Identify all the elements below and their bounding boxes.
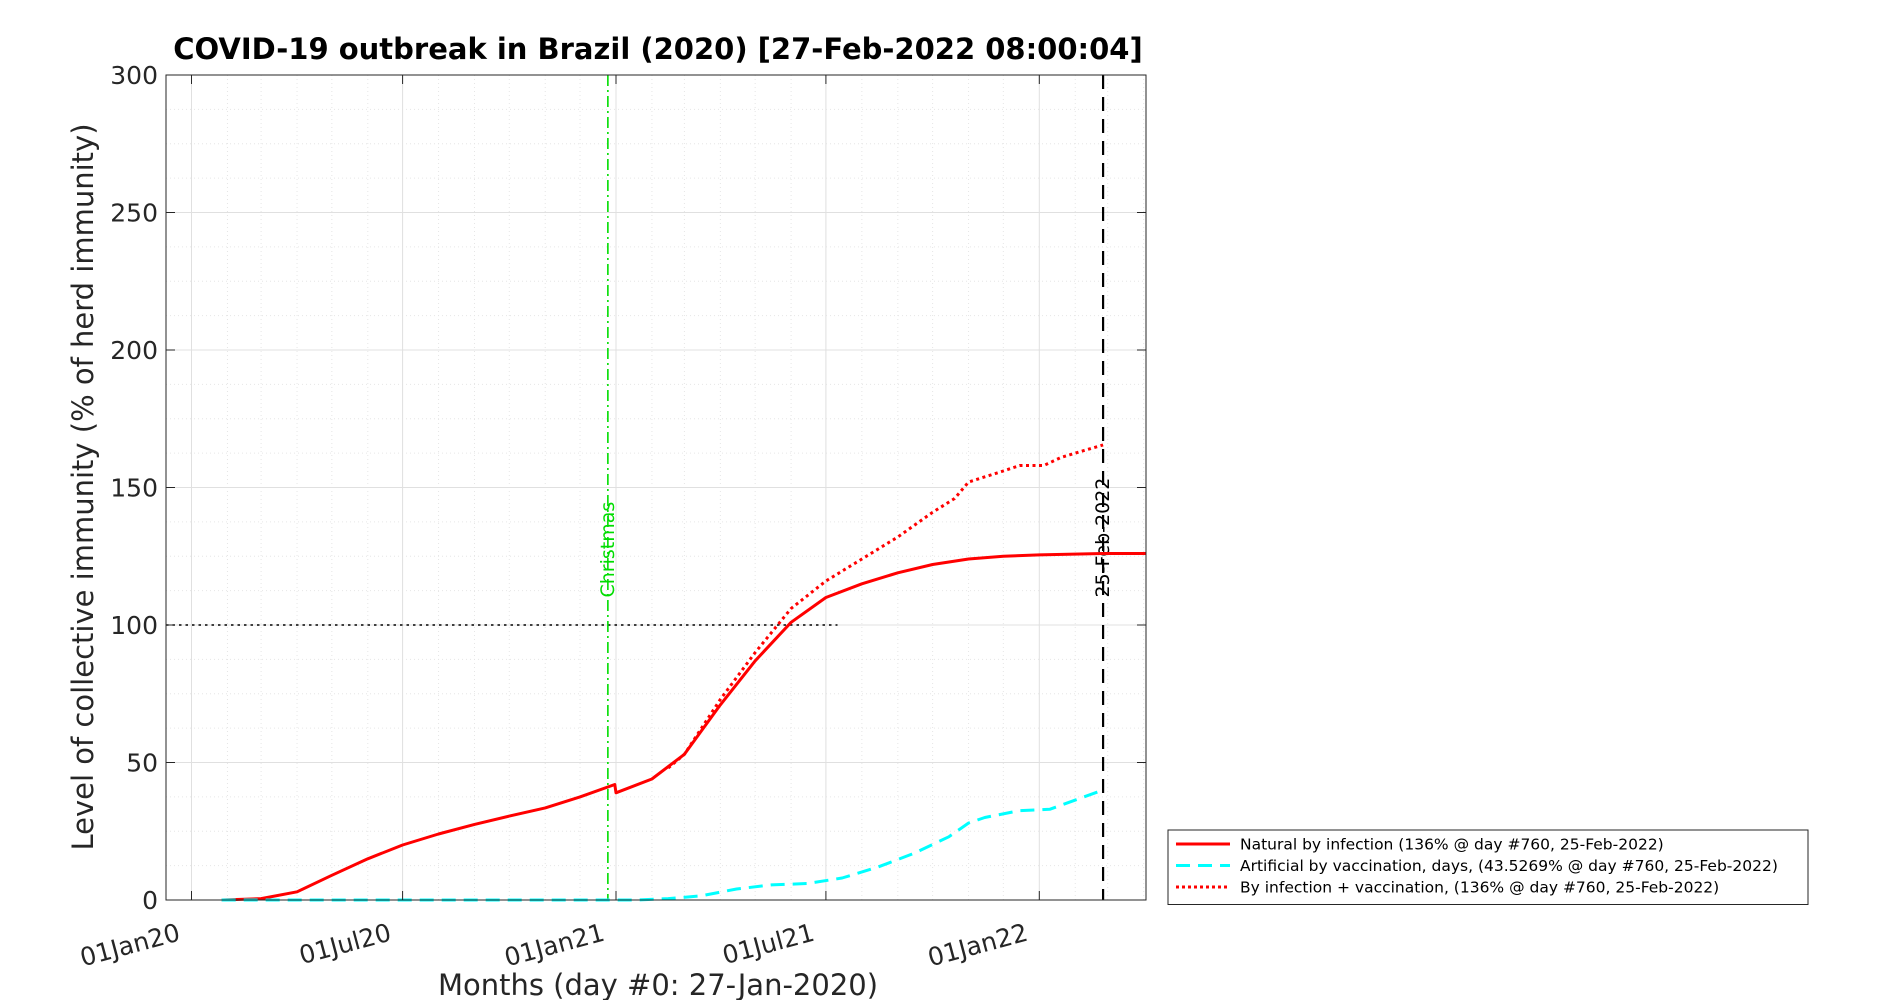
legend-entry-2: Artificial by vaccination, days, (43.526… <box>1240 857 1778 875</box>
y-axis-label: Level of collective immunity (% of herd … <box>66 123 100 850</box>
current-date-label: 25-Feb-2022 <box>1092 478 1114 598</box>
x-tick-label: 01Jan22 <box>925 918 1031 972</box>
series-line-2 <box>221 788 1104 902</box>
legend-entry-1: Natural by infection (136% @ day #760, 2… <box>1240 836 1664 854</box>
legend-box <box>1167 829 1809 905</box>
y-tick-label: 0 <box>142 886 158 915</box>
x-tick-label: 01Jan21 <box>501 918 607 972</box>
series-line-3 <box>667 443 1104 770</box>
reference-lines: Christmas 25-Feb-2022 <box>166 75 1114 900</box>
series-line-1 <box>221 552 1146 902</box>
y-tick-label: 100 <box>110 611 158 640</box>
y-tick-label: 150 <box>110 474 158 503</box>
series-layer <box>221 443 1146 902</box>
x-axis-label: Months (day #0: 27-Jan-2020) <box>438 968 878 1000</box>
legend-entry-3: By infection + vaccination, (136% @ day … <box>1240 879 1719 897</box>
chart-title: COVID-19 outbreak in Brazil (2020) [27-F… <box>173 32 1143 66</box>
christmas-label: Christmas <box>597 502 619 598</box>
legend: Natural by infection (136% @ day #760, 2… <box>1167 829 1809 905</box>
y-tick-label: 200 <box>110 336 158 365</box>
x-tick-label: 01Jul20 <box>296 918 394 970</box>
y-tick-label: 250 <box>110 199 158 228</box>
y-tick-label: 300 <box>110 61 158 90</box>
x-tick-label: 01Jan20 <box>77 918 183 972</box>
x-tick-label: 01Jul21 <box>719 918 817 970</box>
y-tick-label: 50 <box>126 749 158 778</box>
